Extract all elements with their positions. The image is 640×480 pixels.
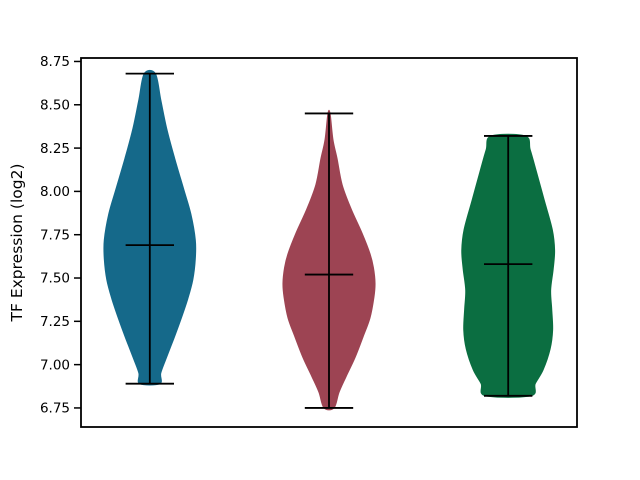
y-tick-label: 7.75 bbox=[40, 227, 70, 243]
y-tick-label: 7.25 bbox=[40, 314, 70, 330]
y-tick-label: 7.00 bbox=[40, 357, 70, 373]
y-axis-ticks: 6.75 7.00 7.25 7.50 7.75 8.00 8.25 8.50 8.75 bbox=[40, 54, 81, 417]
y-tick-label: 8.50 bbox=[40, 97, 70, 113]
y-tick-label: 8.75 bbox=[40, 54, 70, 70]
axes-frame bbox=[80, 57, 578, 428]
y-tick-label: 8.00 bbox=[40, 184, 70, 200]
y-tick-label: 7.50 bbox=[40, 271, 70, 287]
y-tick-label: 8.25 bbox=[40, 141, 70, 157]
y-axis-label: TF Expression (log2) bbox=[8, 164, 26, 323]
y-tick-label: 6.75 bbox=[40, 401, 70, 417]
violins bbox=[103, 69, 556, 411]
